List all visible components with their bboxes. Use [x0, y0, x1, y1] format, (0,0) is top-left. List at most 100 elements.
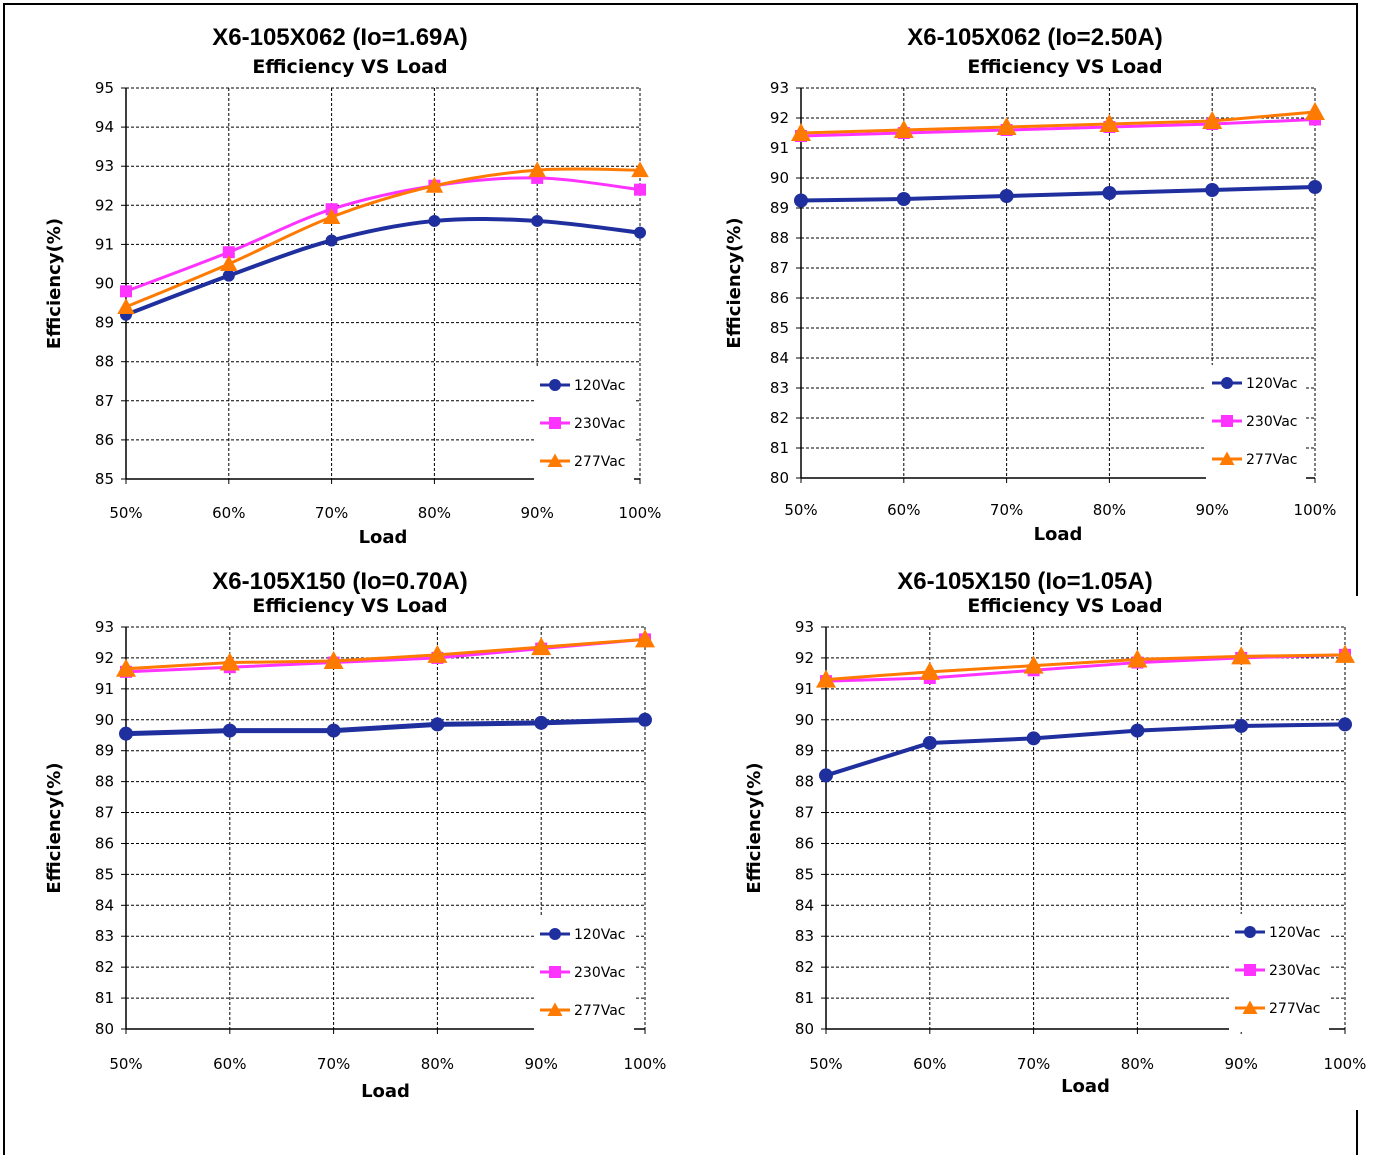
gridlines [801, 87, 1316, 478]
y-tick-label: 85 [795, 865, 814, 883]
legend-label: 120Vac [574, 927, 626, 943]
x-tick-label: 60% [212, 504, 245, 522]
data-point-square [1244, 964, 1256, 976]
series-line [125, 216, 641, 317]
x-tick-label: 100% [1294, 501, 1337, 519]
series-277Vac [791, 102, 1325, 141]
y-tick-label: 93 [770, 79, 789, 97]
x-tick-label: 60% [913, 1055, 946, 1073]
y-tick-label: 91 [95, 680, 114, 698]
data-point-circle [1026, 731, 1041, 746]
y-tick-label: 80 [95, 1020, 114, 1038]
data-point-triangle [531, 637, 552, 656]
data-point-circle [549, 379, 561, 391]
frame-left-border [3, 3, 5, 1155]
y-tick-label: 87 [795, 804, 814, 822]
y-axis-title: Efficiency(%) [724, 217, 745, 348]
x-tick-label: 100% [624, 1055, 667, 1073]
data-point-square [549, 966, 561, 978]
chart-title: X6-105X150 (Io=0.70A) [212, 568, 468, 595]
data-point-triangle [1242, 1000, 1258, 1014]
data-point-triangle [1023, 655, 1044, 674]
data-point-square [222, 246, 235, 259]
y-tick-label: 92 [770, 109, 789, 127]
data-point-triangle [791, 123, 811, 141]
legend-label: 230Vac [1269, 963, 1321, 979]
chart-plot: 85 86 87 88 89 90 91 92 93 94 95 50% 60% 70% 80% 90% 100… [44, 79, 661, 548]
legend-item: 120Vac [540, 378, 626, 394]
series-120Vac [119, 712, 652, 741]
data-point-circle [1221, 377, 1233, 389]
data-point-circle [430, 717, 445, 732]
data-point-circle [634, 226, 646, 239]
y-tick-label: 83 [770, 379, 789, 397]
legend-item: 230Vac [540, 965, 626, 981]
y-axis-title: Efficiency(%) [44, 762, 65, 893]
x-tick-label: 70% [315, 504, 348, 522]
chart-title: X6-105X062 (Io=1.69A) [212, 24, 468, 51]
series-277Vac [116, 629, 655, 677]
y-tick-label: 83 [95, 927, 114, 945]
x-tick-label: 60% [213, 1055, 246, 1073]
data-point-triangle [547, 1002, 563, 1016]
data-point-circle [1308, 180, 1322, 194]
data-point-triangle [1219, 451, 1235, 465]
data-point-circle [119, 726, 133, 741]
x-tick-label: 50% [784, 501, 817, 519]
legend-item: 230Vac [540, 416, 626, 432]
legend-label: 230Vac [1246, 414, 1298, 430]
y-tick-label: 94 [95, 118, 114, 136]
y-tick-label: 93 [95, 618, 114, 636]
data-point-circle [428, 214, 441, 227]
legend: 120Vac 230Vac 277Vac [534, 916, 634, 1034]
series-line [800, 110, 1316, 135]
data-point-circle [1234, 718, 1249, 733]
data-point-triangle [816, 669, 836, 688]
y-tick-label: 93 [795, 618, 814, 636]
chart-subtitle: Efficiency VS Load [967, 595, 1163, 617]
y-tick-label: 92 [95, 649, 114, 667]
y-tick-label: 88 [95, 353, 114, 371]
y-tick-label: 82 [95, 958, 114, 976]
data-point-triangle [323, 651, 344, 670]
data-point-triangle [1127, 649, 1148, 668]
data-point-circle [325, 234, 338, 247]
y-tick-label: 87 [95, 392, 114, 410]
x-axis-title: Load [1061, 1076, 1110, 1097]
y-tick-label: 84 [770, 349, 789, 367]
legend-item: 230Vac [1212, 414, 1298, 430]
y-tick-label: 82 [795, 958, 814, 976]
data-point-triangle [116, 658, 136, 677]
chart-plot: 80 81 82 83 84 85 86 87 88 89 90 91 92 93 50% 60% 70% 80%… [724, 79, 1337, 545]
data-point-circle [1130, 723, 1145, 738]
data-point-triangle [1231, 646, 1252, 665]
frame-right-border-upper [1356, 3, 1358, 596]
x-tick-label: 90% [1225, 1055, 1258, 1073]
y-tick-label: 81 [95, 989, 114, 1007]
data-point-square [120, 285, 132, 298]
x-tick-label: 50% [809, 1055, 842, 1073]
y-tick-label: 91 [795, 680, 814, 698]
x-tick-label: 80% [1121, 1055, 1154, 1073]
series-line [125, 717, 646, 737]
data-point-circle [999, 189, 1014, 203]
y-tick-label: 80 [795, 1020, 814, 1038]
y-tick-label: 87 [95, 804, 114, 822]
y-tick-label: 89 [95, 742, 114, 760]
data-point-triangle [919, 661, 940, 680]
y-tick-label: 90 [770, 169, 789, 187]
y-tick-label: 93 [95, 157, 114, 175]
data-point-triangle [1305, 102, 1325, 120]
x-tick-label: 90% [1196, 501, 1229, 519]
x-axis-title: Load [1034, 524, 1083, 545]
y-tick-label: 84 [95, 896, 114, 914]
legend-item: 120Vac [1235, 925, 1321, 941]
legend-label: 277Vac [574, 1003, 626, 1019]
data-point-circle [794, 193, 808, 208]
data-point-circle [326, 723, 341, 738]
chart-subtitle: Efficiency VS Load [967, 56, 1163, 78]
y-tick-label: 85 [95, 470, 114, 488]
series-line [125, 176, 641, 293]
data-point-circle [638, 712, 652, 727]
legend-label: 277Vac [574, 454, 626, 470]
